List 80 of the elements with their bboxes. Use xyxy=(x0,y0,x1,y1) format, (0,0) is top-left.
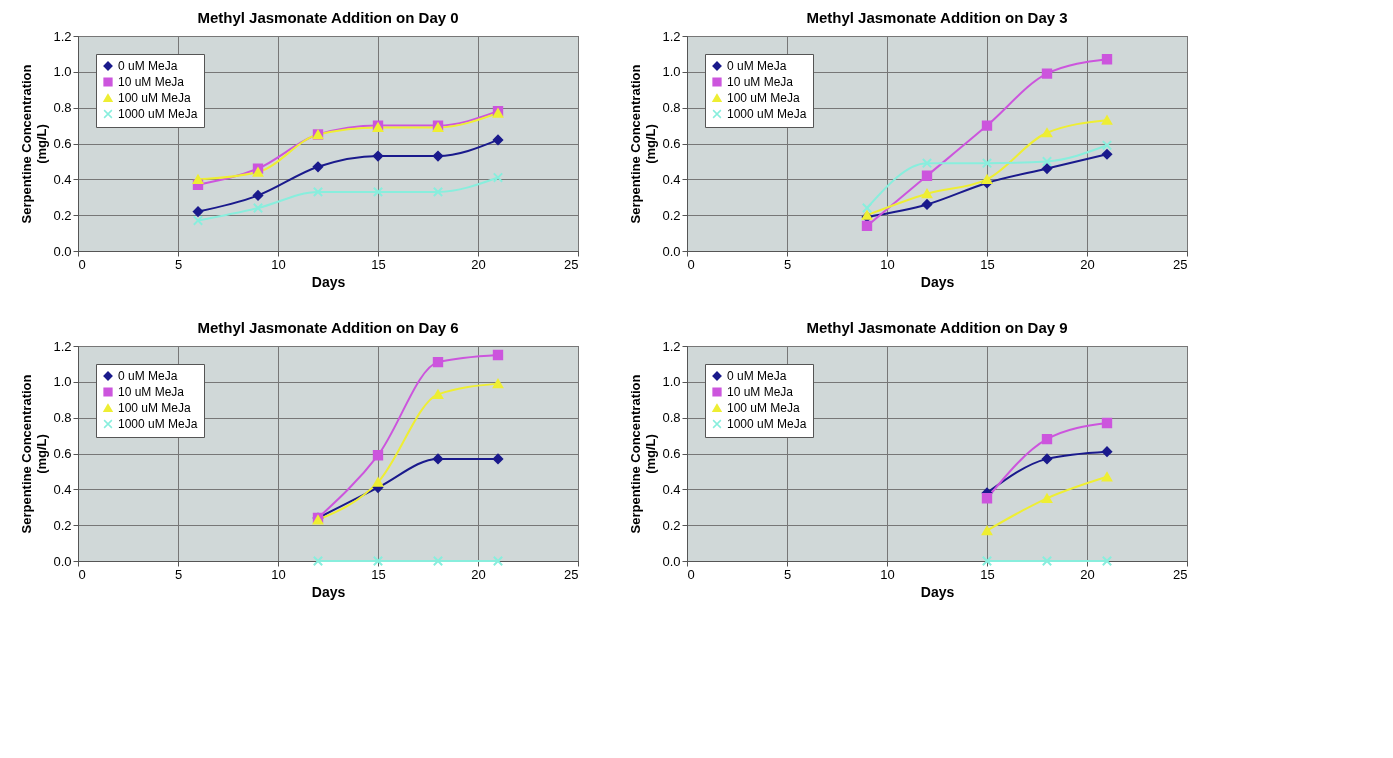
legend-label: 100 uM MeJa xyxy=(727,91,801,105)
y-tick-label: 0.4 xyxy=(53,171,72,187)
legend-label: 0 uM MeJa xyxy=(727,59,787,73)
y-tick-label: 1.2 xyxy=(662,338,681,354)
y-tick-label: 0.4 xyxy=(53,481,72,497)
x-tick-label: 0 xyxy=(687,566,695,582)
y-tick-label: 1.0 xyxy=(662,64,681,80)
y-tick-label: 1.2 xyxy=(53,28,72,44)
x-tick-label: 15 xyxy=(980,566,995,582)
y-tick-label: 0.8 xyxy=(53,100,72,116)
legend-label: 100 uM MeJa xyxy=(118,91,192,105)
legend-label: 1000 uM MeJa xyxy=(727,417,807,431)
x-tick-label: 15 xyxy=(371,256,386,272)
legend-label: 1000 uM MeJa xyxy=(118,107,198,121)
legend-label: 10 uM MeJa xyxy=(727,385,794,399)
legend-label: 0 uM MeJa xyxy=(118,59,178,73)
legend-label: 1000 uM MeJa xyxy=(118,417,198,431)
y-tick-label: 0.0 xyxy=(662,243,681,259)
legend-label: 100 uM MeJa xyxy=(727,401,801,415)
y-tick-label: 0.6 xyxy=(53,446,72,461)
legend-label: 0 uM MeJa xyxy=(118,369,178,383)
y-tick-label: 1.0 xyxy=(662,374,681,390)
legend-label: 10 uM MeJa xyxy=(118,75,185,89)
x-tick-label: 25 xyxy=(1173,256,1188,272)
y-tick-label: 0.0 xyxy=(662,553,681,569)
y-axis-title: Serpentine Concentration (mg/L) xyxy=(19,64,50,224)
x-tick-label: 20 xyxy=(471,256,486,272)
x-tick-label: 5 xyxy=(783,566,792,582)
x-tick-label: 15 xyxy=(980,256,995,272)
y-tick-label: 0.2 xyxy=(662,207,681,223)
y-tick-label: 0.8 xyxy=(662,100,681,116)
y-tick-label: 0.2 xyxy=(53,517,72,533)
y-axis-title: Serpentine Concentration (mg/L) xyxy=(19,374,50,534)
legend-label: 10 uM MeJa xyxy=(118,385,185,399)
x-axis-title: Days xyxy=(311,273,346,290)
y-tick-label: 0.0 xyxy=(53,553,72,569)
x-tick-label: 5 xyxy=(174,566,183,582)
y-tick-label: 0.8 xyxy=(662,410,681,426)
x-axis-title: Days xyxy=(311,583,346,600)
x-tick-label: 15 xyxy=(371,566,386,582)
chart-title: Methyl Jasmonate Addition on Day 3 xyxy=(806,9,1068,26)
y-tick-label: 0.2 xyxy=(53,207,72,223)
x-tick-label: 5 xyxy=(174,256,183,272)
y-tick-label: 0.4 xyxy=(662,171,681,187)
y-tick-label: 0.6 xyxy=(662,136,681,151)
chart-title: Methyl Jasmonate Addition on Day 9 xyxy=(806,319,1068,336)
x-tick-label: 0 xyxy=(687,256,695,272)
legend-label: 1000 uM MeJa xyxy=(727,107,807,121)
y-tick-label: 0.4 xyxy=(662,481,681,497)
legend-label: 100 uM MeJa xyxy=(118,401,192,415)
y-tick-label: 0.2 xyxy=(662,517,681,533)
y-tick-label: 0.0 xyxy=(53,243,72,259)
x-tick-label: 10 xyxy=(271,256,286,272)
y-tick-label: 1.2 xyxy=(53,338,72,354)
y-tick-label: 1.2 xyxy=(662,28,681,44)
y-tick-label: 1.0 xyxy=(53,64,72,80)
x-tick-label: 20 xyxy=(471,566,486,582)
x-tick-label: 5 xyxy=(783,256,792,272)
y-axis-title: Serpentine Concentration (mg/L) xyxy=(628,64,659,224)
x-tick-label: 10 xyxy=(271,566,286,582)
legend-label: 10 uM MeJa xyxy=(727,75,794,89)
chart-title: Methyl Jasmonate Addition on Day 0 xyxy=(197,9,459,26)
x-tick-label: 10 xyxy=(880,566,895,582)
legend-label: 0 uM MeJa xyxy=(727,369,787,383)
x-tick-label: 0 xyxy=(78,566,86,582)
x-axis-title: Days xyxy=(920,273,955,290)
y-tick-label: 0.6 xyxy=(53,136,72,151)
x-tick-label: 0 xyxy=(78,256,86,272)
y-tick-label: 0.6 xyxy=(662,446,681,461)
x-tick-label: 10 xyxy=(880,256,895,272)
x-tick-label: 20 xyxy=(1080,566,1095,582)
x-tick-label: 25 xyxy=(564,256,579,272)
x-axis-title: Days xyxy=(920,583,955,600)
y-tick-label: 1.0 xyxy=(53,374,72,390)
chart-title: Methyl Jasmonate Addition on Day 6 xyxy=(197,319,459,336)
y-tick-label: 0.8 xyxy=(53,410,72,426)
x-tick-label: 25 xyxy=(1173,566,1188,582)
y-axis-title: Serpentine Concentration (mg/L) xyxy=(628,374,659,534)
x-tick-label: 20 xyxy=(1080,256,1095,272)
x-tick-label: 25 xyxy=(564,566,579,582)
